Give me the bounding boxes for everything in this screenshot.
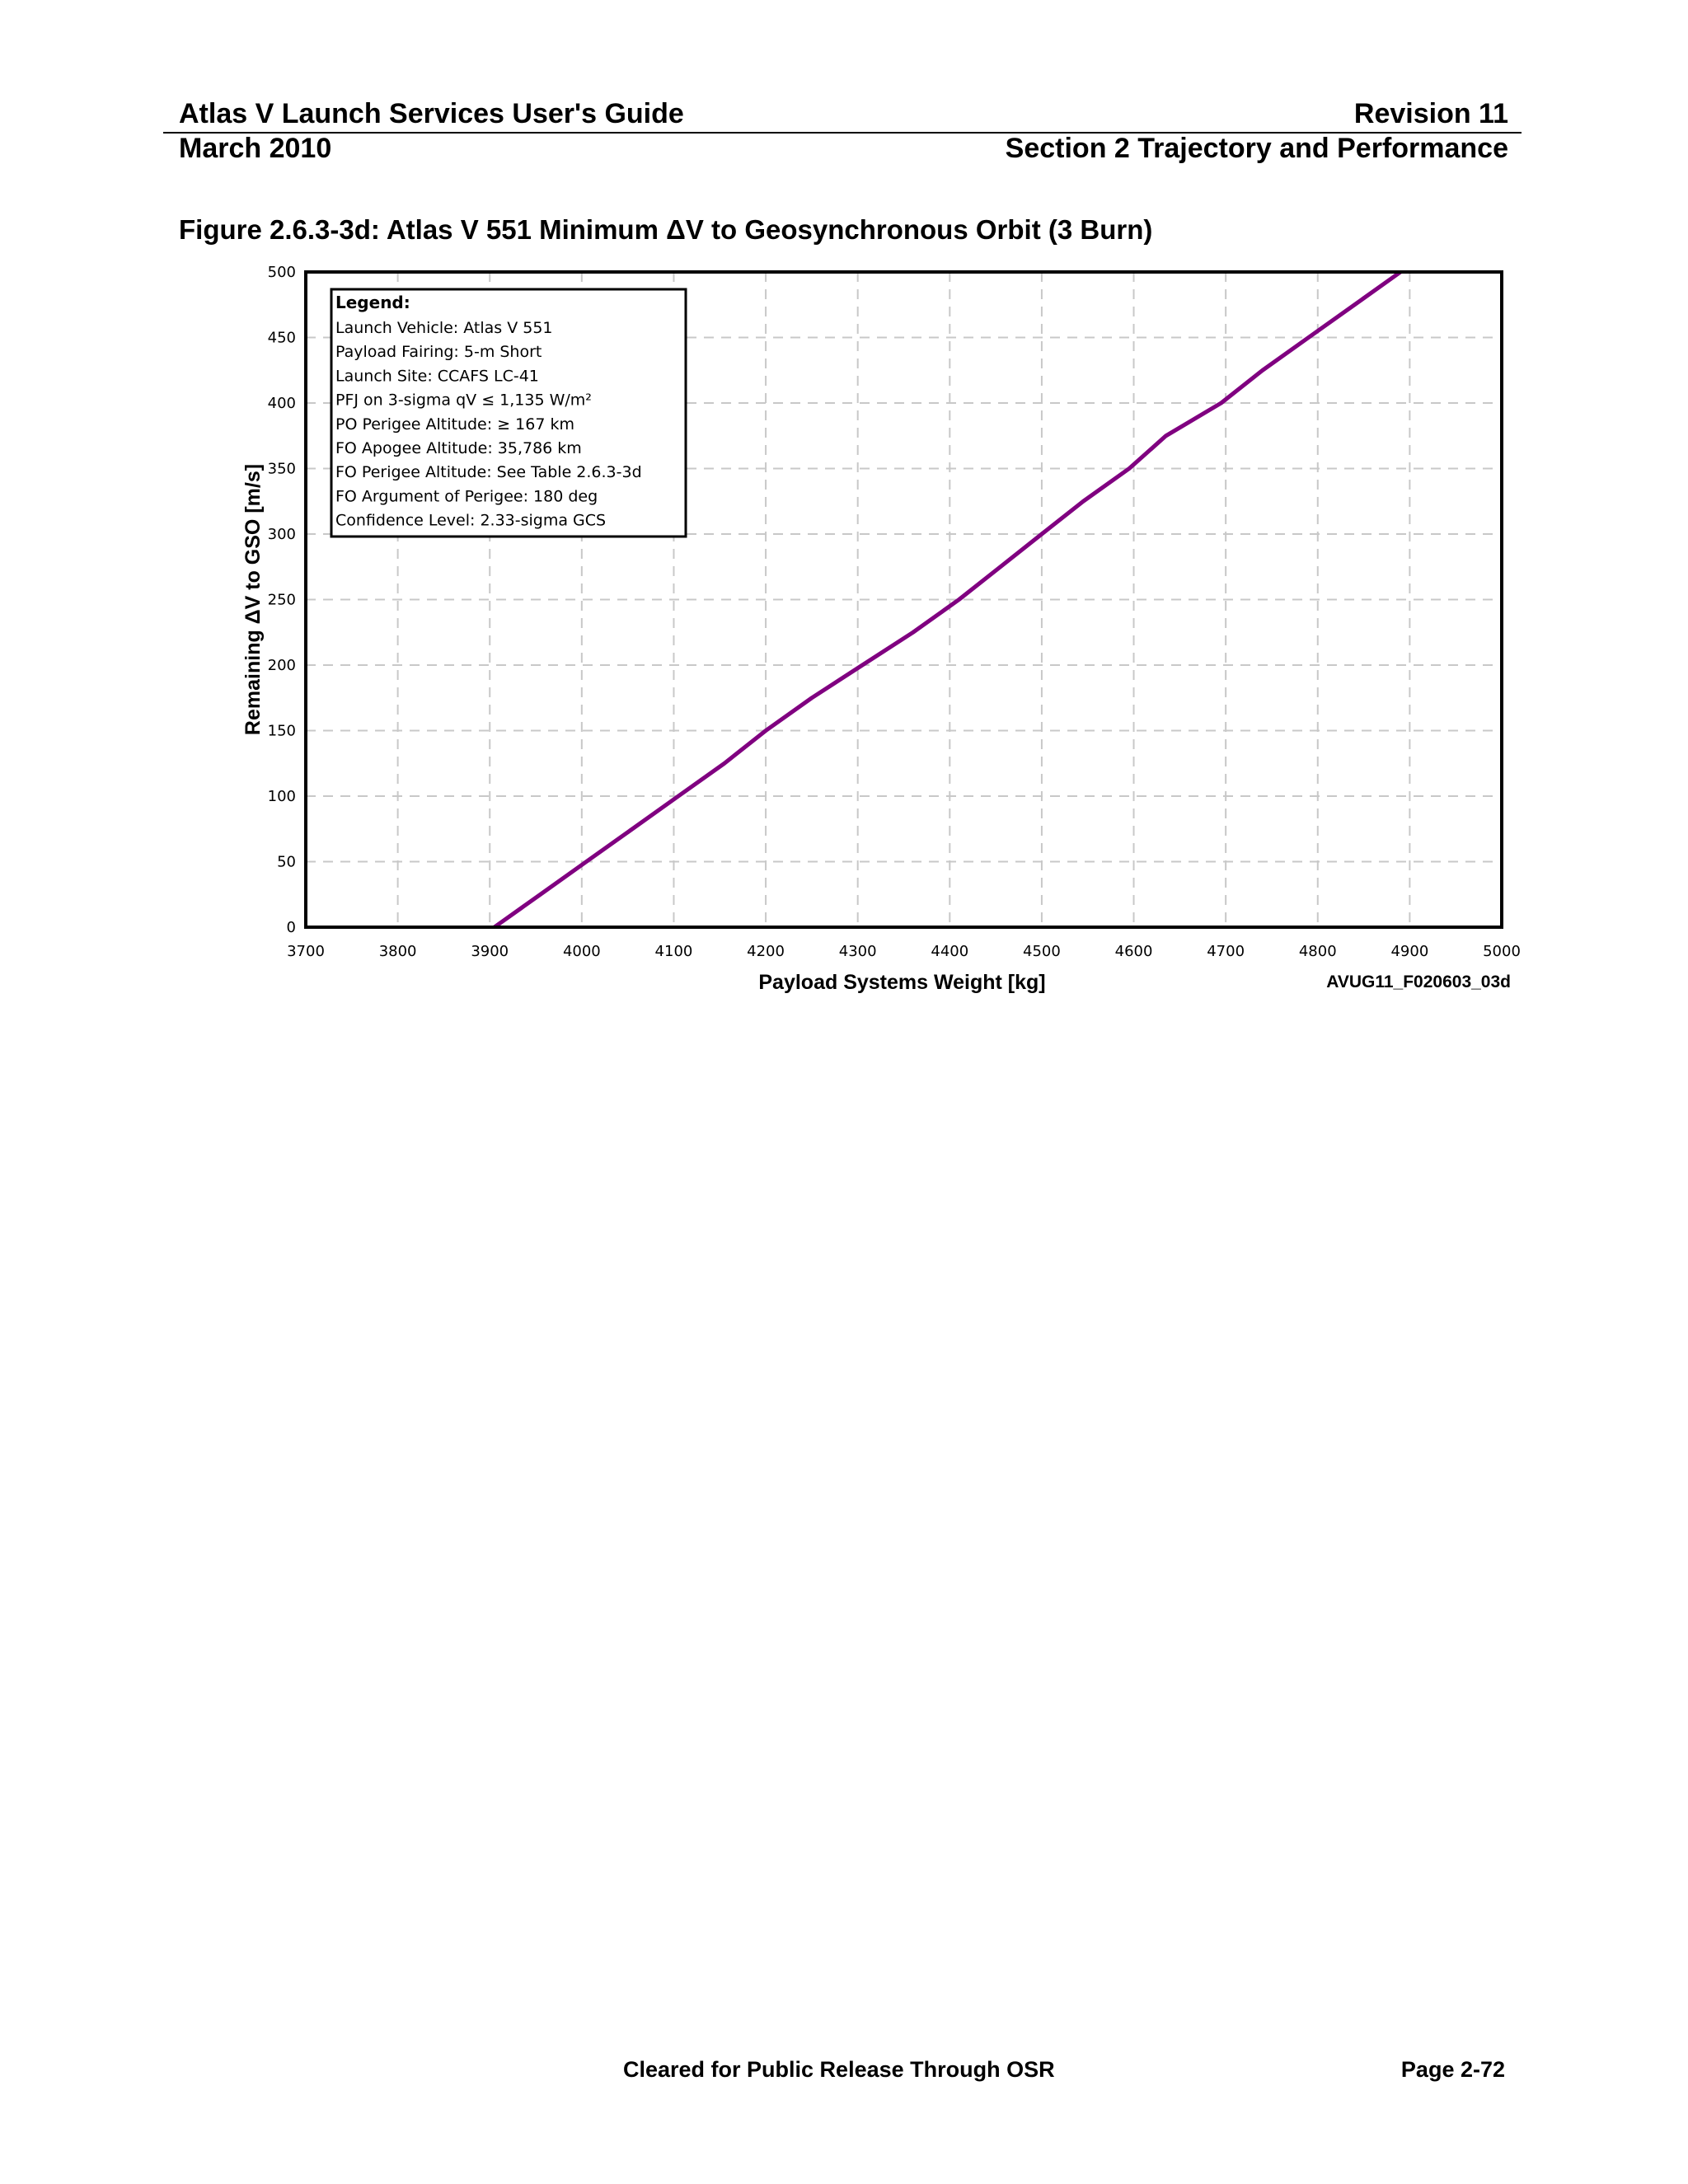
legend-item: FO Argument of Perigee: 180 deg [335, 487, 598, 505]
x-tick-label: 3800 [379, 943, 417, 960]
page-number: Page 2-72 [1400, 2057, 1505, 2082]
y-tick-label: 100 [268, 788, 296, 805]
y-tick-label: 0 [287, 919, 296, 936]
y-tick-label: 500 [268, 264, 296, 281]
x-tick-label: 4100 [655, 943, 693, 960]
x-tick-label: 4300 [839, 943, 877, 960]
y-axis-ticks: 0 50 100 150 200 250 300 350 400 450 500 [268, 264, 296, 936]
section-label: Section 2 Trajectory and Performance [1005, 133, 1508, 164]
y-tick-label: 150 [268, 723, 296, 740]
document-date: March 2010 [179, 133, 332, 164]
legend-item: PO Perigee Altitude: ≥ 167 km [335, 415, 574, 434]
x-tick-label: 4400 [931, 943, 968, 960]
legend-item: Payload Fairing: 5-m Short [335, 343, 542, 361]
legend-item: Confidence Level: 2.33-sigma GCS [335, 512, 606, 530]
legend-items: Launch Vehicle: Atlas V 551 Payload Fairi… [335, 319, 642, 530]
header-rule [163, 132, 1522, 134]
y-tick-label: 250 [268, 592, 296, 609]
x-tick-label: 3700 [287, 943, 325, 960]
y-tick-label: 450 [268, 330, 296, 347]
y-tick-label: 350 [268, 461, 296, 478]
x-axis-label: Payload Systems Weight [kg] [758, 971, 1045, 994]
legend-item: PFJ on 3-sigma qV ≤ 1,135 W/m² [335, 391, 592, 410]
x-tick-label: 4800 [1299, 943, 1337, 960]
x-tick-label: 4500 [1023, 943, 1061, 960]
revision-label: Revision 11 [1353, 98, 1508, 129]
plot-frame [304, 270, 1503, 929]
y-tick-label: 300 [268, 526, 296, 543]
x-axis-ticks: 3700 3800 3900 4000 4100 4200 4300 4400 4500 4600… [287, 943, 1521, 960]
legend-item: Launch Site: CCAFS LC-41 [335, 367, 539, 385]
y-tick-label: 400 [268, 395, 296, 412]
x-tick-label: 4200 [747, 943, 785, 960]
x-tick-label: 4600 [1115, 943, 1153, 960]
x-tick-label: 4900 [1390, 943, 1428, 960]
x-tick-label: 4000 [563, 943, 601, 960]
document-title: Atlas V Launch Services User's Guide [179, 98, 684, 129]
series-line [493, 269, 1402, 930]
y-tick-label: 50 [277, 854, 296, 871]
figure-title: Figure 2.6.3-3d: Atlas V 551 Minimum ΔV … [179, 214, 1153, 245]
release-notice: Cleared for Public Release Through OSR [623, 2057, 1055, 2082]
legend-item: FO Perigee Altitude: See Table 2.6.3-3d [335, 463, 642, 481]
y-axis-label: Remaining ΔV to GSO [m/s] [241, 464, 265, 735]
legend-box: Legend: Launch Vehicle: Atlas V 551 Paylo… [330, 288, 687, 538]
x-tick-label: 3900 [471, 943, 509, 960]
legend-title: Legend: [335, 293, 410, 312]
x-tick-label: 4700 [1207, 943, 1245, 960]
x-tick-label: 5000 [1483, 943, 1521, 960]
y-tick-label: 200 [268, 657, 296, 674]
legend-item: FO Apogee Altitude: 35,786 km [335, 439, 582, 457]
figure-image-id: AVUG11_F020603_03d [1326, 972, 1511, 991]
legend-frame [330, 288, 687, 538]
legend-item: Launch Vehicle: Atlas V 551 [335, 319, 553, 337]
